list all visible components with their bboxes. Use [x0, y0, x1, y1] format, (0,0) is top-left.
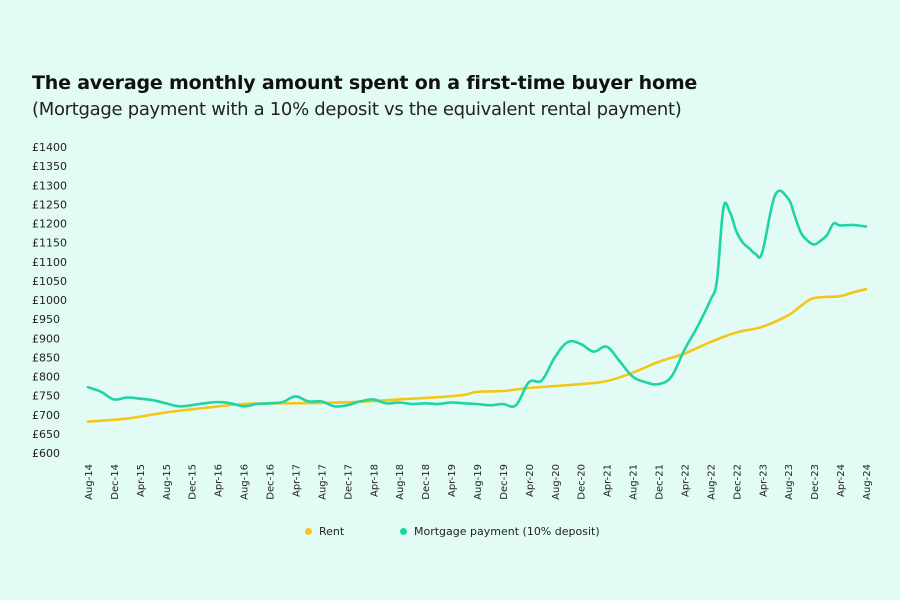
x-tick-label: Dec-19 [499, 464, 510, 500]
legend-label-mortgage: Mortgage payment (10% deposit) [414, 525, 600, 538]
x-tick-label: Aug-23 [784, 464, 795, 500]
legend: Rent Mortgage payment (10% deposit) [0, 525, 900, 545]
y-tick-label: £1000 [32, 294, 67, 307]
x-tick-label: Aug-22 [706, 464, 717, 500]
y-tick-label: £1400 [32, 141, 67, 154]
y-tick-label: £1100 [32, 256, 67, 269]
x-tick-label: Apr-21 [603, 464, 614, 497]
x-tick-label: Dec-22 [732, 464, 743, 500]
x-tick-label: Aug-16 [240, 464, 251, 500]
y-tick-label: £1150 [32, 237, 67, 250]
x-tick-label: Aug-14 [84, 464, 95, 500]
legend-swatch-mortgage [400, 528, 407, 535]
y-tick-label: £750 [32, 390, 60, 403]
y-tick-label: £1350 [32, 160, 67, 173]
x-tick-label: Apr-15 [136, 464, 147, 497]
y-tick-label: £650 [32, 428, 60, 441]
x-tick-label: Dec-21 [655, 464, 666, 500]
x-tick-label: Apr-23 [758, 464, 769, 497]
y-tick-label: £850 [32, 351, 60, 364]
legend-item-rent: Rent [305, 525, 344, 538]
y-tick-label: £1200 [32, 218, 67, 231]
y-tick-label: £800 [32, 371, 60, 384]
x-tick-label: Aug-17 [317, 464, 328, 500]
x-tick-label: Apr-24 [836, 464, 847, 497]
y-tick-label: £950 [32, 313, 60, 326]
x-tick-label: Aug-24 [862, 464, 873, 500]
y-axis: £600 £650 £700 £750 £800 £850 £900 £950 £1000 £10… [32, 141, 67, 460]
y-tick-label: £1050 [32, 275, 67, 288]
chart-title: The average monthly amount spent on a fi… [32, 72, 698, 94]
y-tick-label: £1300 [32, 179, 67, 192]
series-line-mortgage [86, 189, 868, 408]
x-tick-label: Dec-20 [577, 464, 588, 500]
y-tick-label: £700 [32, 409, 60, 422]
legend-label-rent: Rent [319, 525, 345, 538]
series-line-rent [86, 288, 868, 423]
y-tick-label: £600 [32, 447, 60, 460]
x-tick-label: Apr-18 [369, 464, 380, 497]
x-tick-label: Aug-15 [162, 464, 173, 500]
x-tick-label: Dec-18 [421, 464, 432, 500]
legend-item-mortgage: Mortgage payment (10% deposit) [400, 525, 600, 538]
legend-swatch-rent [305, 528, 312, 535]
x-tick-label: Apr-19 [447, 464, 458, 497]
x-tick-label: Dec-16 [266, 464, 277, 500]
series-layer [86, 189, 868, 423]
x-tick-label: Dec-15 [188, 464, 199, 500]
x-tick-label: Dec-14 [110, 464, 121, 500]
x-tick-label: Aug-20 [551, 464, 562, 500]
x-tick-label: Aug-19 [473, 464, 484, 500]
x-tick-label: Aug-21 [629, 464, 640, 500]
x-tick-label: Dec-17 [343, 464, 354, 500]
chart-subtitle: (Mortgage payment with a 10% deposit vs … [32, 99, 682, 120]
x-tick-label: Apr-16 [214, 464, 225, 497]
x-tick-label: Aug-18 [395, 464, 406, 500]
x-tick-label: Apr-20 [525, 464, 536, 497]
x-tick-label: Apr-17 [291, 464, 302, 497]
x-tick-label: Apr-22 [680, 464, 691, 497]
y-tick-label: £1250 [32, 198, 67, 211]
x-axis: Aug-14 Dec-14 Apr-15 Aug-15 Dec-15 Apr-16 Aug-… [84, 464, 873, 500]
x-tick-label: Dec-23 [810, 464, 821, 500]
y-tick-label: £900 [32, 332, 60, 345]
